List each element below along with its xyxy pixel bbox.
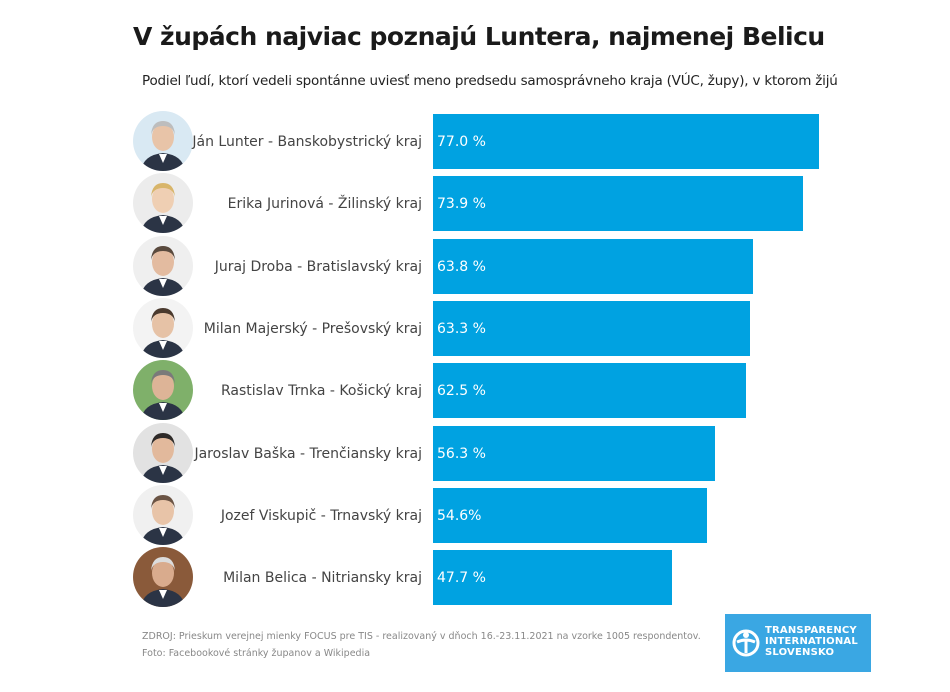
chart-title: V župách najviac poznajú Luntera, najmen…: [133, 22, 825, 51]
bar-label: Jaroslav Baška - Trenčiansky kraj: [194, 445, 422, 462]
bar-label: Rastislav Trnka - Košický kraj: [220, 383, 422, 400]
bar-row: Jozef Viskupič - Trnavský kraj 54.6%: [0, 482, 950, 545]
logo-text: TRANSPARENCY INTERNATIONAL SLOVENSKO: [765, 625, 858, 658]
bar: [433, 550, 672, 606]
bar-label: Milan Majerský - Prešovský kraj: [203, 320, 422, 337]
portrait-icon: [133, 111, 193, 171]
bar-value-label: 63.3 %: [437, 320, 486, 337]
source-note: ZDROJ: Prieskum verejnej mienky FOCUS pr…: [142, 631, 701, 642]
portrait-icon: [133, 235, 193, 296]
bar-value-label: 63.8 %: [437, 258, 486, 275]
bar: [433, 300, 751, 356]
bar-row: Jaroslav Baška - Trenčiansky kraj 56.3 %: [0, 420, 950, 483]
bar-value-label: 77.0 %: [437, 134, 486, 150]
bar-row: Ján Lunter - Banskobystrický kraj 77.0 %: [0, 108, 950, 171]
portrait-icon: [133, 547, 193, 608]
bar: [433, 363, 747, 419]
portrait-icon: [133, 422, 193, 483]
bar-label: Milan Belica - Nitriansky kraj: [223, 570, 422, 587]
bar-label: Ján Lunter - Banskobystrický kraj: [192, 134, 422, 150]
bar-label: Jozef Viskupič - Trnavský kraj: [220, 507, 422, 524]
chart-subtitle: Podiel ľudí, ktorí vedeli spontánne uvie…: [142, 73, 838, 89]
bar: [433, 487, 707, 543]
ti-logo-icon: [732, 629, 760, 657]
bar-row: Juraj Droba - Bratislavský kraj 63.8 %: [0, 233, 950, 296]
logo-line-2: INTERNATIONAL: [765, 636, 858, 647]
bar-label: Juraj Droba - Bratislavský kraj: [214, 258, 422, 275]
photo-credit: Foto: Facebookové stránky županov a Wiki…: [142, 648, 371, 659]
portrait-icon: [133, 297, 193, 358]
bar: [433, 425, 716, 481]
bar-row: Rastislav Trnka - Košický kraj 62.5 %: [0, 357, 950, 421]
portrait-icon: [133, 360, 193, 421]
bar-value-label: 62.5 %: [437, 383, 486, 400]
bar: [433, 176, 804, 232]
portrait-icon: [133, 484, 193, 545]
bar-value-label: 73.9 %: [437, 196, 486, 213]
bar-row: Milan Majerský - Prešovský kraj 63.3 %: [0, 295, 950, 358]
bar-value-label: 47.7 %: [437, 570, 486, 587]
portrait-icon: [133, 173, 193, 234]
bar-value-label: 56.3 %: [437, 445, 486, 462]
bar-row: Milan Belica - Nitriansky kraj 47.7 %: [0, 544, 950, 608]
bar-value-label: 54.6%: [437, 507, 482, 524]
bar: [433, 238, 753, 294]
bar-row: Erika Jurinová - Žilinský kraj 73.9 %: [0, 170, 950, 234]
logo-line-3: SLOVENSKO: [765, 647, 835, 658]
transparency-logo: TRANSPARENCY INTERNATIONAL SLOVENSKO: [725, 614, 871, 672]
logo-line-1: TRANSPARENCY: [765, 625, 857, 636]
bar-label: Erika Jurinová - Žilinský kraj: [227, 196, 422, 213]
bar: [433, 114, 819, 169]
